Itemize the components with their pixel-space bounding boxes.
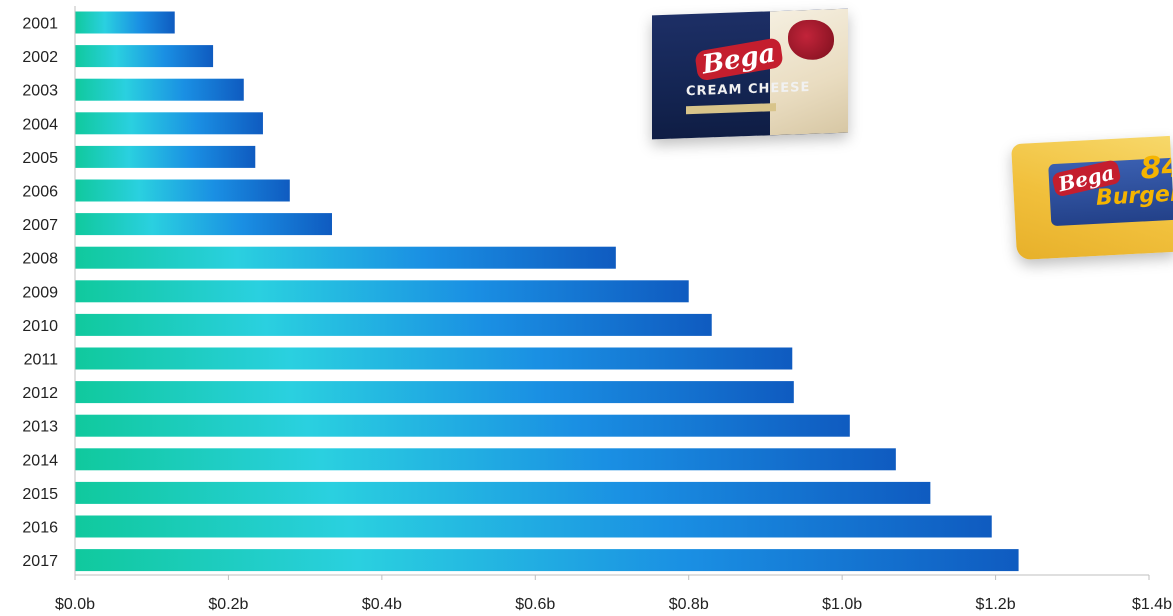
category-label-2005: 2005 (22, 150, 58, 167)
bar-2015 (75, 481, 931, 504)
category-label-2017: 2017 (22, 553, 58, 570)
x-tick-label: $1.0b (822, 596, 862, 613)
cream-cheese-product-image: Bega CREAM CHEESE (652, 8, 848, 140)
bar-2017 (75, 549, 1019, 572)
x-tick-label: $0.4b (362, 596, 402, 613)
category-label-2004: 2004 (22, 116, 58, 133)
x-tick-label: $1.4b (1132, 596, 1172, 613)
x-tick-label: $0.2b (208, 596, 248, 613)
x-tick-label: $0.8b (669, 596, 709, 613)
bar-2014 (75, 448, 896, 471)
category-label-2016: 2016 (22, 520, 58, 537)
category-label-2008: 2008 (22, 251, 58, 268)
category-labels: 2001 2002 2003 2004 2005 2006 2007 2008 2009 2010… (22, 16, 58, 571)
bar-2011 (75, 347, 793, 370)
burger-cheese-product-image: Bega 84 Burger (1011, 135, 1173, 261)
bar-2006 (75, 179, 290, 202)
bar-2010 (75, 313, 712, 336)
category-label-2014: 2014 (22, 452, 58, 469)
bar-2003 (75, 78, 244, 101)
product-name: Burger (1095, 181, 1173, 211)
category-label-2003: 2003 (22, 83, 58, 100)
bar-2009 (75, 280, 689, 303)
category-label-2006: 2006 (22, 184, 58, 201)
bar-2016 (75, 515, 992, 538)
category-label-2010: 2010 (22, 318, 58, 335)
x-axis: $0.0b $0.2b $0.4b $0.6b $0.8b $1.0b $1.2b $1.4b (55, 6, 1172, 613)
bar-2004 (75, 112, 263, 135)
bar-2012 (75, 381, 794, 404)
category-label-2013: 2013 (22, 419, 58, 436)
category-label-2007: 2007 (22, 217, 58, 234)
category-label-2001: 2001 (22, 16, 58, 33)
slice-count: 84 (1139, 149, 1173, 187)
bar-2008 (75, 246, 616, 269)
category-label-2012: 2012 (22, 385, 58, 402)
bar-2005 (75, 145, 256, 168)
category-label-2011: 2011 (24, 352, 59, 369)
category-label-2002: 2002 (22, 49, 58, 66)
bar-2013 (75, 414, 850, 437)
x-tick-label: $0.0b (55, 596, 95, 613)
bar-2001 (75, 11, 175, 34)
category-label-2015: 2015 (22, 486, 58, 503)
bar-2007 (75, 213, 332, 236)
bars-group (75, 11, 1019, 572)
x-tick-label: $0.6b (515, 596, 555, 613)
product-strip (686, 103, 776, 115)
x-tick-label: $1.2b (976, 596, 1016, 613)
bar-2002 (75, 45, 214, 68)
category-label-2009: 2009 (22, 284, 58, 301)
